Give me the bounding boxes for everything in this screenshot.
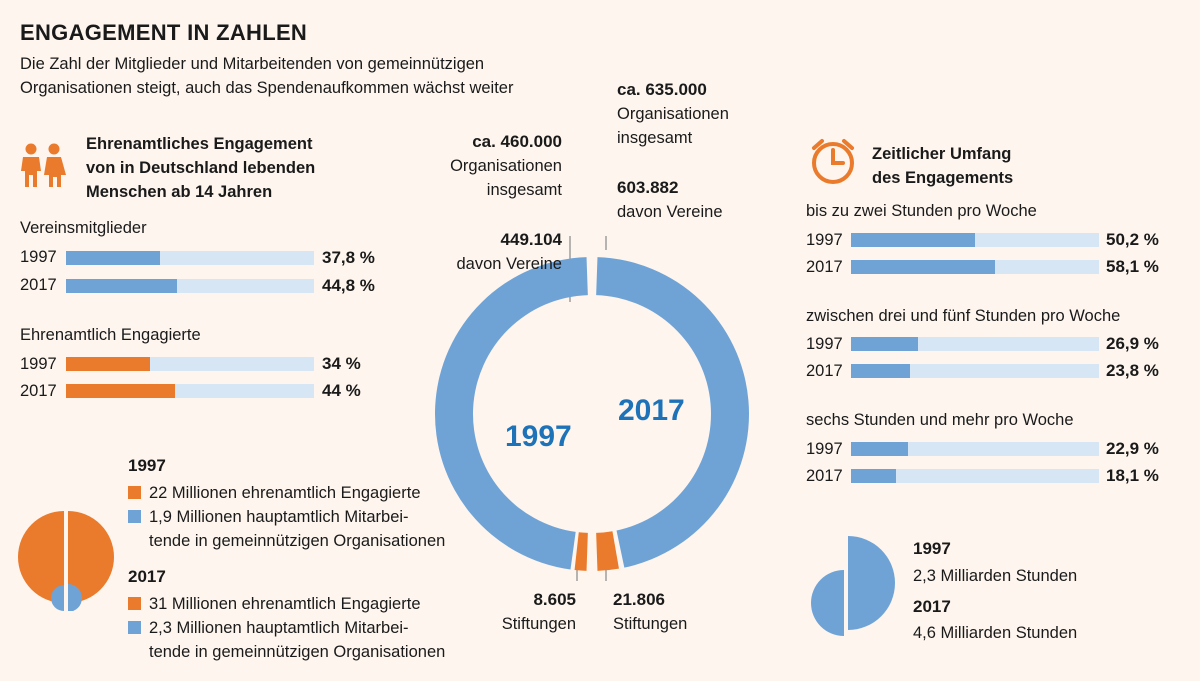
bar-track bbox=[66, 384, 314, 398]
legend-year-1997: 1997 bbox=[128, 456, 166, 475]
donut-1997-stiftungen bbox=[574, 532, 588, 571]
bar-fill bbox=[851, 364, 911, 378]
bar-fill bbox=[851, 233, 976, 247]
legend-item-cont: tende in gemeinnützigen Organisationen bbox=[149, 532, 446, 550]
organisations-donut bbox=[434, 236, 750, 581]
legend-item: 1,9 Millionen hauptamtlich Mitarbei- bbox=[128, 505, 409, 529]
pie-1997-hours bbox=[811, 570, 844, 636]
bar-value-label: 23,8 % bbox=[1106, 361, 1159, 380]
legend-swatch-orange bbox=[128, 486, 141, 499]
donut-2017-stiftungen bbox=[596, 531, 619, 571]
left-heading: Ehrenamtliches Engagement von in Deutsch… bbox=[86, 135, 316, 201]
donut-2017-vereine bbox=[596, 257, 750, 568]
bar-year: 2017 bbox=[806, 467, 843, 485]
bar-track bbox=[851, 469, 1099, 483]
right-heading: Zeitlicher Umfang des Engagements bbox=[872, 145, 1014, 187]
bar-year: 2017 bbox=[806, 362, 843, 380]
annotation-1997-stiftungen: 8.605 Stiftungen bbox=[501, 590, 576, 633]
hours-text-2017: 4,6 Milliarden Stunden bbox=[913, 624, 1078, 642]
hours-year-1997: 1997 bbox=[913, 539, 951, 558]
people-split-pie bbox=[18, 511, 114, 611]
annotation-2017-vereine: 603.882 davon Vereine bbox=[617, 178, 723, 221]
pie-2017-hauptamtlich bbox=[68, 584, 82, 611]
bar-value-label: 37,8 % bbox=[322, 248, 375, 267]
hours-year-2017: 2017 bbox=[913, 597, 951, 616]
annotation-2017-stiftungen: 21.806 Stiftungen bbox=[613, 590, 688, 633]
bar-value-label: 26,9 % bbox=[1106, 334, 1159, 353]
bar-fill bbox=[66, 357, 151, 371]
bar-track bbox=[66, 279, 314, 293]
bar-track bbox=[851, 260, 1099, 274]
center-year-2017: 2017 bbox=[618, 394, 685, 427]
clock-icon bbox=[812, 139, 854, 184]
bar-year: 2017 bbox=[20, 382, 57, 400]
legend-item: 22 Millionen ehrenamtlich Engagierte bbox=[128, 481, 421, 505]
bar-value-label: 44,8 % bbox=[322, 276, 375, 295]
center-year-1997: 1997 bbox=[505, 420, 572, 453]
pie-1997-hauptamtlich bbox=[51, 585, 64, 611]
bar-fill bbox=[851, 260, 996, 274]
bar-fill bbox=[66, 384, 176, 398]
page-subtitle: Die Zahl der Mitglieder und Mitarbeitend… bbox=[20, 55, 514, 97]
group-label-zwei-stunden: bis zu zwei Stunden pro Woche bbox=[806, 202, 1037, 220]
legend-item: 31 Millionen ehrenamtlich Engagierte bbox=[128, 592, 421, 616]
hours-split-pie bbox=[811, 536, 895, 636]
bar-year: 1997 bbox=[20, 355, 57, 373]
bar-year: 1997 bbox=[806, 335, 843, 353]
donut-arcs bbox=[434, 257, 750, 571]
pie-2017-hours bbox=[848, 536, 895, 630]
bar-value-label: 34 % bbox=[322, 354, 361, 373]
bar-fill bbox=[851, 442, 908, 456]
legend-year-2017: 2017 bbox=[128, 567, 166, 586]
hours-text-1997: 2,3 Milliarden Stunden bbox=[913, 567, 1078, 585]
bar-year: 1997 bbox=[20, 248, 57, 266]
page-title: ENGAGEMENT IN ZAHLEN bbox=[20, 20, 308, 45]
bar-fill bbox=[851, 337, 918, 351]
legend-swatch-orange bbox=[128, 597, 141, 610]
bar-track bbox=[851, 233, 1099, 247]
bar-track bbox=[851, 337, 1099, 351]
group-label-sechs-stunden: sechs Stunden und mehr pro Woche bbox=[806, 411, 1074, 429]
bar-fill bbox=[66, 251, 160, 265]
bar-track bbox=[66, 357, 314, 371]
people-icon bbox=[21, 143, 66, 187]
bar-track bbox=[851, 442, 1099, 456]
legend-item-cont: tende in gemeinnützigen Organisationen bbox=[149, 643, 446, 661]
legend-swatch-blue bbox=[128, 621, 141, 634]
bar-value-label: 50,2 % bbox=[1106, 230, 1159, 249]
bar-value-label: 44 % bbox=[322, 381, 361, 400]
bar-track bbox=[851, 364, 1099, 378]
annotation-1997-vereine: 449.104 davon Vereine bbox=[456, 230, 562, 273]
bar-track bbox=[66, 251, 314, 265]
annotation-2017-total: ca. 635.000 Organisationen insgesamt bbox=[617, 80, 729, 147]
bar-fill bbox=[851, 469, 896, 483]
bar-year: 2017 bbox=[806, 258, 843, 276]
bar-fill bbox=[66, 279, 178, 293]
group-label-vereinsmitglieder: Vereinsmitglieder bbox=[20, 219, 147, 237]
bar-value-label: 58,1 % bbox=[1106, 257, 1159, 276]
pie-2017-engagierte bbox=[68, 511, 114, 603]
bar-value-label: 22,9 % bbox=[1106, 439, 1159, 458]
legend-swatch-blue bbox=[128, 510, 141, 523]
bar-value-label: 18,1 % bbox=[1106, 466, 1159, 485]
bar-year: 2017 bbox=[20, 276, 57, 294]
group-label-drei-fuenf: zwischen drei und fünf Stunden pro Woche bbox=[806, 307, 1121, 325]
bar-year: 1997 bbox=[806, 231, 843, 249]
group-label-engagierte: Ehrenamtlich Engagierte bbox=[20, 326, 201, 344]
donut-1997-vereine bbox=[434, 257, 588, 570]
bar-year: 1997 bbox=[806, 440, 843, 458]
legend-item: 2,3 Millionen hauptamtlich Mitarbei- bbox=[128, 616, 409, 640]
pie-1997-engagierte bbox=[18, 511, 64, 603]
annotation-1997-total: ca. 460.000 Organisationen insgesamt bbox=[450, 132, 562, 199]
